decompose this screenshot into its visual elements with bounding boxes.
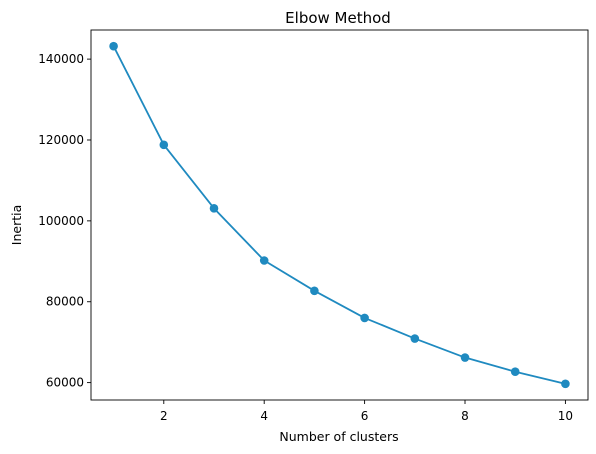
y-tick-label: 60000 <box>46 376 84 390</box>
data-point <box>209 204 219 213</box>
plot-area: 2 4 6 8 10 60000 80000 100000 120000 140000 <box>38 29 589 423</box>
series-line <box>112 45 566 385</box>
plot-frame <box>90 29 589 401</box>
x-tick-label: 4 <box>260 409 268 423</box>
data-point <box>360 313 369 323</box>
data-point <box>561 379 570 389</box>
x-axis-label: Number of clusters <box>279 429 398 444</box>
x-tick-label: 2 <box>160 409 168 423</box>
data-point <box>259 256 269 265</box>
data-point <box>460 353 470 362</box>
data-point <box>109 41 118 51</box>
y-tick-label: 120000 <box>38 133 84 147</box>
y-axis-label: Inertia <box>9 205 24 245</box>
x-tick-label: 8 <box>461 409 469 423</box>
y-tick-label: 140000 <box>38 52 84 66</box>
data-point <box>510 367 520 376</box>
data-point <box>310 286 319 296</box>
x-tick-label: 10 <box>558 409 573 423</box>
data-point <box>410 334 420 343</box>
y-tick-label: 80000 <box>46 295 84 309</box>
chart-title: Elbow Method <box>285 9 391 27</box>
data-point <box>159 140 169 150</box>
y-tick-label: 100000 <box>38 214 84 228</box>
x-tick-label: 6 <box>361 409 369 423</box>
